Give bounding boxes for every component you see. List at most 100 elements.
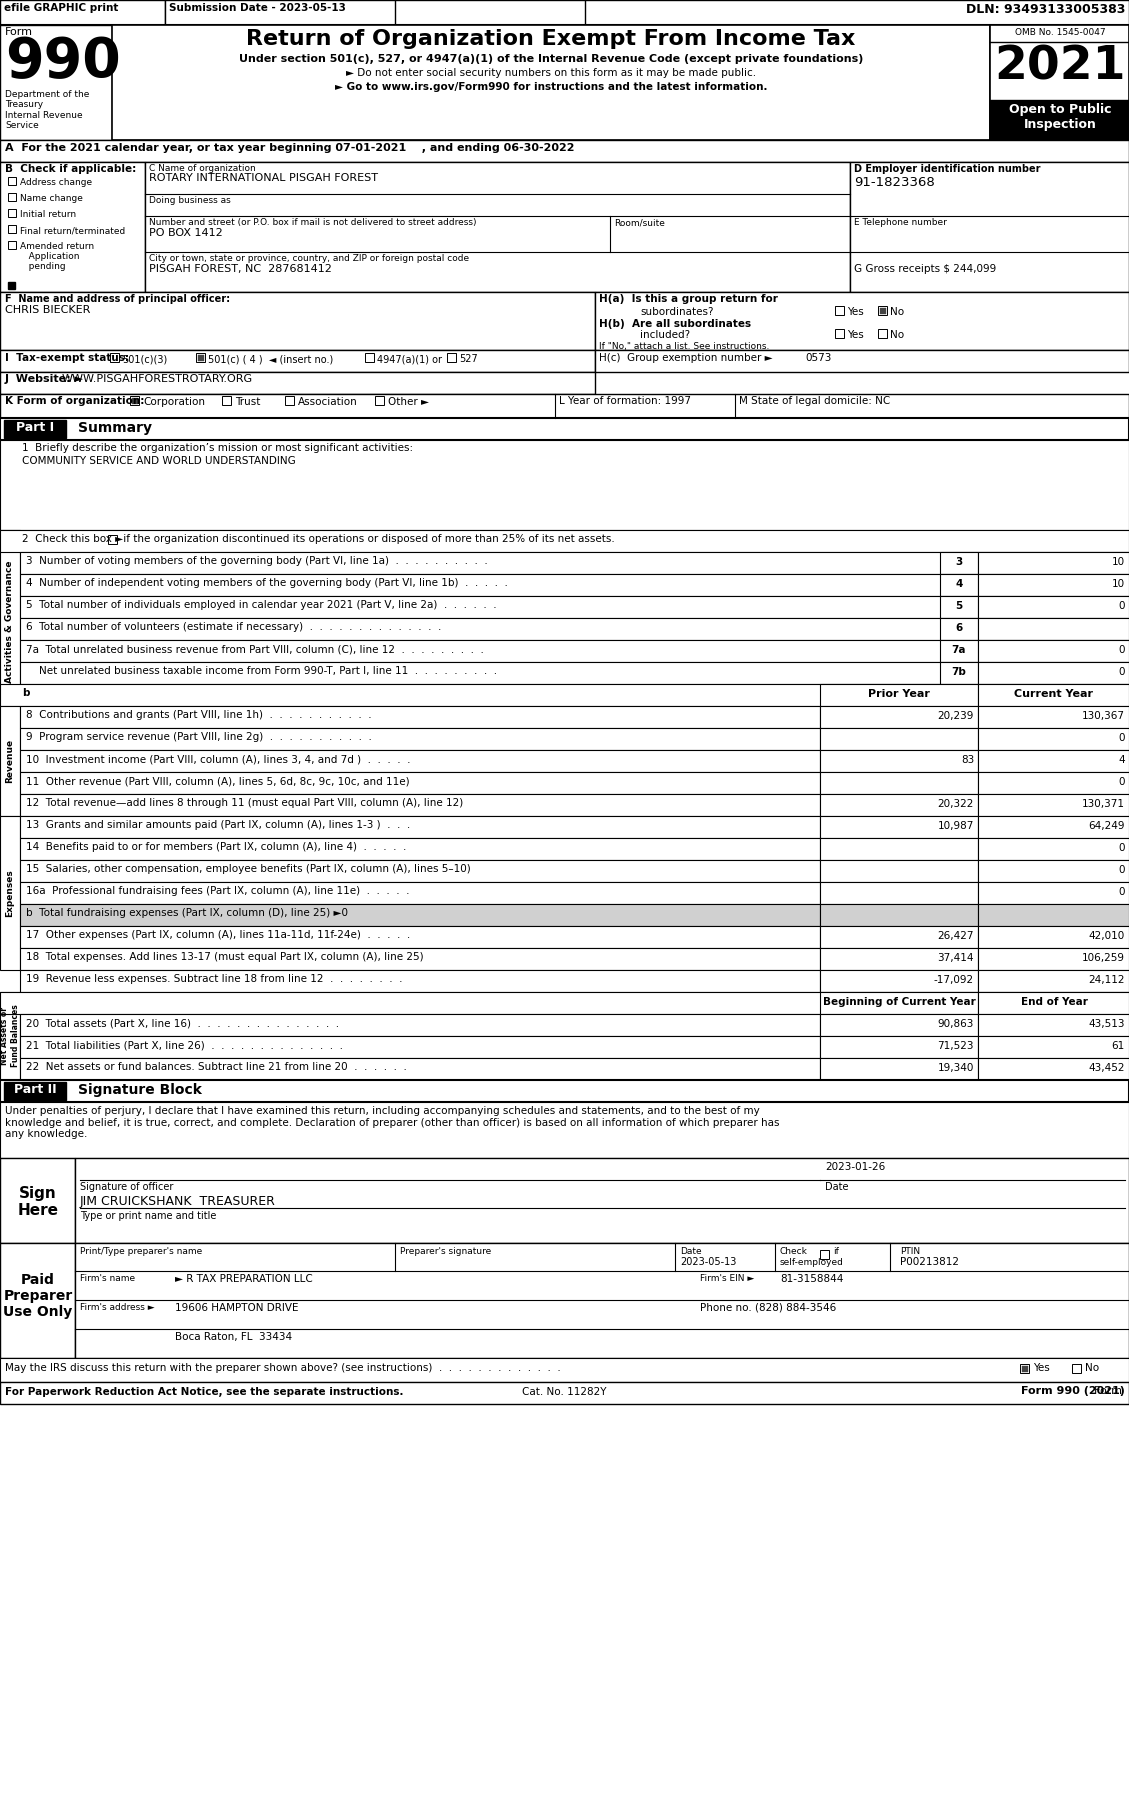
Text: City or town, state or province, country, and ZIP or foreign postal code: City or town, state or province, country… [149, 254, 470, 263]
Bar [850, 161, 1129, 292]
Text: Part II: Part II [14, 1083, 56, 1096]
Text: 83: 83 [961, 755, 974, 766]
Text: 10: 10 [1112, 557, 1124, 568]
Bar [1073, 1364, 1080, 1373]
Bar [20, 597, 1129, 619]
Bar [8, 225, 16, 232]
Text: 20,322: 20,322 [937, 798, 974, 809]
Text: 10: 10 [1112, 579, 1124, 590]
Text: Amended return: Amended return [20, 241, 94, 250]
Text: F  Name and address of principal officer:: F Name and address of principal officer: [5, 294, 230, 305]
Bar [0, 441, 1129, 530]
Bar [20, 640, 1129, 662]
Text: Application: Application [20, 252, 79, 261]
Text: 2  Check this box ►: 2 Check this box ► [21, 533, 123, 544]
Text: 0: 0 [1119, 887, 1124, 896]
Text: Department of the
Treasury
Internal Revenue
Service: Department of the Treasury Internal Reve… [5, 91, 89, 131]
Text: WWW.PISGAHFORESTROTARY.ORG: WWW.PISGAHFORESTROTARY.ORG [62, 374, 253, 385]
Bar [131, 397, 138, 403]
Text: 20  Total assets (Part X, line 16)  .  .  .  .  .  .  .  .  .  .  .  .  .  .  .: 20 Total assets (Part X, line 16) . . . … [26, 1018, 339, 1029]
Text: Boca Raton, FL  33434: Boca Raton, FL 33434 [175, 1331, 292, 1342]
Bar [820, 949, 978, 970]
Bar [820, 706, 978, 727]
Text: Final return/terminated: Final return/terminated [20, 227, 125, 236]
Text: 18  Total expenses. Add lines 13-17 (must equal Part IX, column (A), line 25): 18 Total expenses. Add lines 13-17 (must… [26, 952, 423, 961]
Text: 0: 0 [1119, 776, 1124, 787]
Text: 130,367: 130,367 [1082, 711, 1124, 720]
Text: 1  Briefly describe the organization’s mission or most significant activities:: 1 Briefly describe the organization’s mi… [21, 443, 413, 454]
Text: ► Go to www.irs.gov/Form990 for instructions and the latest information.: ► Go to www.irs.gov/Form990 for instruct… [335, 82, 768, 93]
Text: 22  Net assets or fund balances. Subtract line 21 from line 20  .  .  .  .  .  .: 22 Net assets or fund balances. Subtract… [26, 1061, 406, 1072]
Text: ► Do not enter social security numbers on this form as it may be made public.: ► Do not enter social security numbers o… [345, 67, 756, 78]
Text: Open to Public
Inspection: Open to Public Inspection [1008, 103, 1111, 131]
Bar [20, 1014, 820, 1036]
Bar [820, 838, 978, 860]
Bar [978, 551, 1129, 573]
Text: Doing business as: Doing business as [149, 196, 230, 205]
Text: 0: 0 [1119, 646, 1124, 655]
Text: 8  Contributions and grants (Part VIII, line 1h)  .  .  .  .  .  .  .  .  .  .  : 8 Contributions and grants (Part VIII, l… [26, 709, 371, 720]
Text: Revenue: Revenue [6, 738, 15, 784]
Text: H(c)  Group exemption number ►: H(c) Group exemption number ► [599, 354, 772, 363]
Bar [978, 838, 1129, 860]
Bar [1019, 1364, 1029, 1373]
Text: I  Tax-exempt status:: I Tax-exempt status: [5, 354, 129, 363]
Text: PO BOX 1412: PO BOX 1412 [149, 229, 222, 238]
Bar [0, 350, 595, 372]
Text: 42,010: 42,010 [1088, 931, 1124, 941]
Bar [978, 619, 1129, 640]
Text: ► R TAX PREPARATION LLC: ► R TAX PREPARATION LLC [175, 1273, 313, 1284]
Text: 11  Other revenue (Part VIII, column (A), lines 5, 6d, 8c, 9c, 10c, and 11e): 11 Other revenue (Part VIII, column (A),… [26, 776, 410, 785]
Bar [196, 354, 205, 363]
Bar [595, 292, 1129, 350]
Text: 7a  Total unrelated business revenue from Part VIII, column (C), line 12  .  .  : 7a Total unrelated business revenue from… [26, 644, 484, 655]
Text: Address change: Address change [20, 178, 93, 187]
Text: efile GRAPHIC print: efile GRAPHIC print [5, 4, 119, 13]
Text: Yes: Yes [1033, 1362, 1050, 1373]
Text: No: No [890, 330, 904, 339]
Text: No: No [1085, 1362, 1100, 1373]
Text: 19,340: 19,340 [937, 1063, 974, 1074]
Text: 20,239: 20,239 [937, 711, 974, 720]
Text: A  For the 2021 calendar year, or tax year beginning 07-01-2021    , and ending : A For the 2021 calendar year, or tax yea… [5, 143, 575, 152]
Bar [0, 1359, 1129, 1382]
Text: Beginning of Current Year: Beginning of Current Year [823, 998, 975, 1007]
Bar [20, 662, 1129, 684]
Text: 17  Other expenses (Part IX, column (A), lines 11a-11d, 11f-24e)  .  .  .  .  .: 17 Other expenses (Part IX, column (A), … [26, 931, 410, 940]
Bar [820, 903, 978, 925]
Text: Association: Association [298, 397, 358, 406]
Text: Under section 501(c), 527, or 4947(a)(1) of the Internal Revenue Code (except pr: Under section 501(c), 527, or 4947(a)(1)… [239, 54, 864, 63]
Text: 2023-05-13: 2023-05-13 [680, 1257, 736, 1266]
Text: Prior Year: Prior Year [868, 689, 930, 698]
Text: PISGAH FOREST, NC  287681412: PISGAH FOREST, NC 287681412 [149, 265, 332, 274]
Bar [820, 727, 978, 749]
Bar [940, 551, 978, 573]
Bar [20, 903, 820, 925]
Text: Form 990 (2021): Form 990 (2021) [1021, 1386, 1124, 1397]
Bar [940, 640, 978, 662]
Bar [0, 530, 1129, 551]
Text: Current Year: Current Year [1015, 689, 1094, 698]
Text: Room/suite: Room/suite [614, 218, 665, 227]
Bar [20, 838, 820, 860]
Text: 43,513: 43,513 [1088, 1019, 1124, 1029]
Bar [0, 25, 1129, 140]
Text: 3: 3 [955, 557, 963, 568]
Bar [165, 0, 395, 25]
Bar [0, 25, 112, 140]
Text: J  Website: ►: J Website: ► [5, 374, 84, 385]
Bar [0, 1243, 75, 1359]
Text: 19606 HAMPTON DRIVE: 19606 HAMPTON DRIVE [175, 1302, 298, 1313]
Text: 6  Total number of volunteers (estimate if necessary)  .  .  .  .  .  .  .  .  .: 6 Total number of volunteers (estimate i… [26, 622, 441, 631]
Text: P00213812: P00213812 [900, 1257, 959, 1266]
Bar [20, 816, 820, 838]
Text: 90,863: 90,863 [937, 1019, 974, 1029]
Text: 0: 0 [1119, 600, 1124, 611]
Text: 0: 0 [1119, 844, 1124, 853]
Text: Initial return: Initial return [20, 210, 76, 219]
Bar [978, 903, 1129, 925]
Bar [978, 597, 1129, 619]
Bar [978, 992, 1129, 1014]
Text: H(b)  Are all subordinates: H(b) Are all subordinates [599, 319, 751, 328]
Text: CHRIS BIECKER: CHRIS BIECKER [5, 305, 90, 316]
